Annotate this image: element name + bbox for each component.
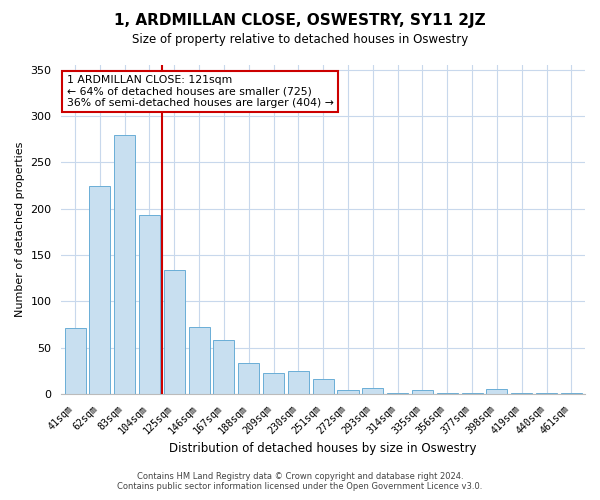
Bar bbox=[487, 388, 508, 394]
Bar bbox=[337, 390, 359, 394]
Bar bbox=[139, 215, 160, 394]
Bar bbox=[238, 362, 259, 394]
Text: Contains HM Land Registry data © Crown copyright and database right 2024.
Contai: Contains HM Land Registry data © Crown c… bbox=[118, 472, 482, 491]
Text: 1, ARDMILLAN CLOSE, OSWESTRY, SY11 2JZ: 1, ARDMILLAN CLOSE, OSWESTRY, SY11 2JZ bbox=[114, 12, 486, 28]
Text: Size of property relative to detached houses in Oswestry: Size of property relative to detached ho… bbox=[132, 32, 468, 46]
Bar bbox=[214, 340, 235, 394]
Bar bbox=[65, 328, 86, 394]
Y-axis label: Number of detached properties: Number of detached properties bbox=[15, 142, 25, 318]
Bar bbox=[412, 390, 433, 394]
Bar bbox=[164, 270, 185, 394]
Bar bbox=[114, 134, 135, 394]
Bar bbox=[89, 186, 110, 394]
Bar bbox=[188, 326, 209, 394]
Bar bbox=[263, 373, 284, 394]
X-axis label: Distribution of detached houses by size in Oswestry: Distribution of detached houses by size … bbox=[169, 442, 477, 455]
Bar bbox=[313, 380, 334, 394]
Bar bbox=[288, 371, 309, 394]
Text: 1 ARDMILLAN CLOSE: 121sqm
← 64% of detached houses are smaller (725)
36% of semi: 1 ARDMILLAN CLOSE: 121sqm ← 64% of detac… bbox=[67, 75, 334, 108]
Bar bbox=[362, 388, 383, 394]
